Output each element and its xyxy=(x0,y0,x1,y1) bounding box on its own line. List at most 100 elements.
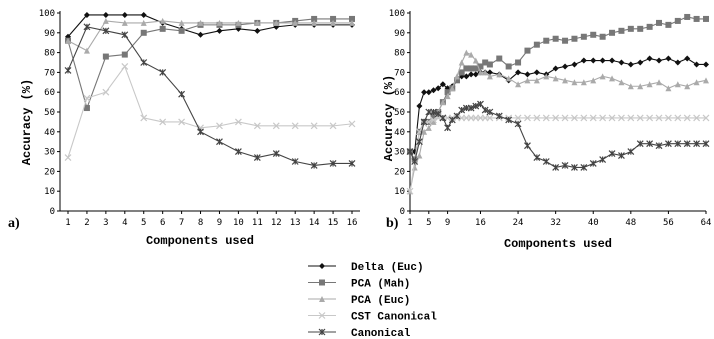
data-point-cst-canonical xyxy=(608,114,616,122)
data-point-canonical xyxy=(272,150,280,158)
data-point-cst-canonical xyxy=(234,118,242,126)
data-point-delta-euc xyxy=(121,11,128,18)
data-point-delta-euc xyxy=(430,87,437,94)
data-point-canonical xyxy=(636,140,644,148)
data-point-cst-canonical xyxy=(683,114,691,122)
data-point-pca-euc xyxy=(543,73,550,80)
data-point-canonical xyxy=(599,156,607,163)
data-point-pca-mah xyxy=(472,65,479,72)
data-point-pca-mah xyxy=(159,25,166,32)
data-point-pca-euc xyxy=(552,75,559,82)
data-point-cst-canonical xyxy=(121,63,129,70)
data-point-pca-euc xyxy=(430,118,437,125)
data-point-pca-euc xyxy=(496,71,503,78)
data-point-delta-euc xyxy=(637,59,644,66)
data-point-pca-mah xyxy=(482,59,489,66)
data-point-pca-euc xyxy=(703,77,709,84)
data-point-canonical xyxy=(655,142,663,150)
y-tick-label: 60 xyxy=(394,88,405,98)
data-point-cst-canonical xyxy=(561,114,569,122)
data-point-canonical xyxy=(664,140,672,148)
legend-marker-pca-mah xyxy=(319,279,325,286)
x-tick-label: 5 xyxy=(426,218,431,228)
data-point-pca-mah xyxy=(533,41,540,48)
data-point-canonical xyxy=(580,164,588,171)
data-point-cst-canonical xyxy=(291,122,299,130)
data-point-cst-canonical xyxy=(636,114,644,122)
data-point-delta-euc xyxy=(693,61,700,68)
data-point-canonical xyxy=(702,140,710,148)
data-point-pca-mah xyxy=(618,27,625,34)
y-tick-label: 0 xyxy=(400,207,405,217)
x-tick-label: 15 xyxy=(328,218,339,228)
data-point-pca-euc xyxy=(292,19,299,26)
data-point-pca-euc xyxy=(524,77,531,84)
data-point-pca-mah xyxy=(311,15,318,22)
data-point-cst-canonical xyxy=(406,187,414,195)
data-point-pca-euc xyxy=(453,73,460,80)
x-tick-label: 14 xyxy=(309,218,320,228)
data-point-cst-canonical xyxy=(64,154,72,161)
data-point-canonical xyxy=(159,68,167,76)
data-point-cst-canonical xyxy=(329,122,337,130)
y-axis-title-b: Accuracy (%) xyxy=(382,75,396,161)
y-tick-label: 70 xyxy=(394,68,405,78)
y-tick-label: 60 xyxy=(44,88,55,98)
data-point-pca-euc xyxy=(684,83,691,90)
y-tick-label: 20 xyxy=(44,167,55,177)
data-point-canonical xyxy=(674,140,682,148)
data-point-delta-euc xyxy=(463,73,470,80)
data-point-pca-mah xyxy=(571,35,578,42)
data-point-pca-mah xyxy=(515,59,522,66)
legend-marker-delta-euc xyxy=(319,263,325,269)
data-point-cst-canonical xyxy=(599,114,607,122)
x-tick-label: 8 xyxy=(198,218,203,228)
data-point-canonical xyxy=(477,100,484,108)
data-point-cst-canonical xyxy=(533,114,541,122)
data-point-pca-mah xyxy=(102,53,109,60)
data-point-cst-canonical xyxy=(524,114,531,122)
data-point-pca-euc xyxy=(486,73,493,80)
data-point-delta-euc xyxy=(590,57,597,64)
series-line-delta-euc xyxy=(410,57,706,153)
data-point-pca-mah xyxy=(463,65,470,72)
data-point-pca-euc xyxy=(618,79,625,86)
data-point-canonical xyxy=(486,108,494,116)
x-tick-label: 10 xyxy=(233,218,244,228)
data-point-cst-canonical xyxy=(83,94,91,102)
data-point-pca-euc xyxy=(472,57,479,64)
y-axis-title-a: Accuracy (%) xyxy=(20,79,34,165)
chart-panel-b: b) Accuracy (%) Components used 0 10 20 30 4… xyxy=(382,9,711,251)
data-point-canonical xyxy=(439,114,447,122)
data-point-pca-mah xyxy=(121,51,128,58)
x-tick-label: 2 xyxy=(84,218,89,228)
data-point-canonical xyxy=(646,140,654,148)
y-tick-label: 100 xyxy=(389,9,405,19)
series-line-delta-euc xyxy=(67,14,352,38)
data-point-pca-euc xyxy=(65,37,71,44)
data-point-canonical xyxy=(216,138,223,146)
data-point-delta-euc xyxy=(468,71,475,78)
data-point-delta-euc xyxy=(674,59,681,66)
data-point-delta-euc xyxy=(524,71,531,78)
data-point-delta-euc xyxy=(486,69,493,76)
data-point-canonical xyxy=(561,162,569,169)
data-point-pca-mah xyxy=(178,27,185,34)
data-point-canonical xyxy=(415,138,423,146)
data-point-pca-mah xyxy=(599,33,606,40)
data-point-delta-euc xyxy=(102,11,109,18)
data-point-pca-euc xyxy=(121,19,128,26)
legend-label-cst-canonical: CST Canonical xyxy=(351,312,437,324)
data-point-cst-canonical xyxy=(140,114,148,122)
y-tick-label: 100 xyxy=(39,9,55,19)
data-point-delta-euc xyxy=(703,61,709,68)
data-point-pca-euc xyxy=(463,49,470,56)
data-point-cst-canonical xyxy=(272,122,280,130)
data-point-delta-euc xyxy=(684,55,691,62)
data-point-delta-euc xyxy=(562,63,569,70)
data-point-canonical xyxy=(472,102,480,110)
x-tick-label: 11 xyxy=(252,218,263,228)
data-point-pca-mah xyxy=(580,33,587,40)
x-axis-title-b: Components used xyxy=(504,237,612,251)
